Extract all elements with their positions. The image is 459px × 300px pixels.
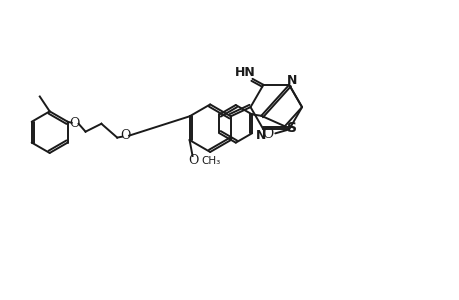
Text: O: O: [69, 117, 80, 130]
Text: CH₃: CH₃: [201, 156, 220, 166]
Text: O: O: [120, 129, 130, 142]
Text: N: N: [286, 74, 297, 87]
Text: HN: HN: [235, 66, 255, 80]
Text: N: N: [256, 129, 266, 142]
Text: S: S: [286, 121, 296, 135]
Text: O: O: [262, 128, 274, 141]
Text: O: O: [188, 154, 198, 167]
